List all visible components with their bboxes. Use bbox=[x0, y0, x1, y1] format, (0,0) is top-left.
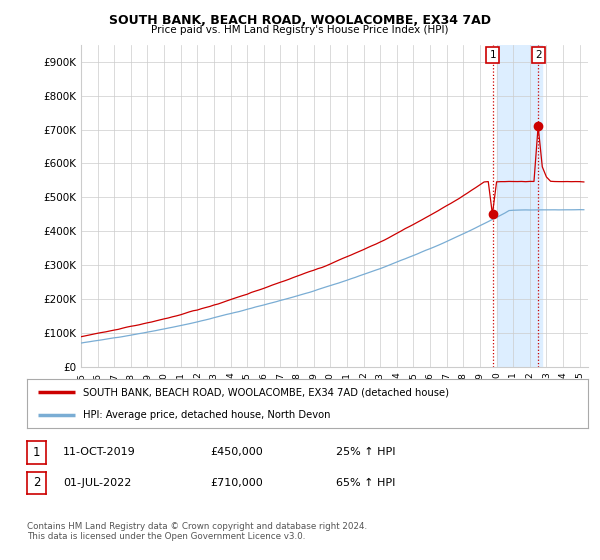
Text: £710,000: £710,000 bbox=[210, 478, 263, 488]
Text: SOUTH BANK, BEACH ROAD, WOOLACOMBE, EX34 7AD: SOUTH BANK, BEACH ROAD, WOOLACOMBE, EX34… bbox=[109, 14, 491, 27]
Text: £450,000: £450,000 bbox=[210, 447, 263, 458]
Text: 01-JUL-2022: 01-JUL-2022 bbox=[63, 478, 131, 488]
Text: Price paid vs. HM Land Registry's House Price Index (HPI): Price paid vs. HM Land Registry's House … bbox=[151, 25, 449, 35]
Text: 25% ↑ HPI: 25% ↑ HPI bbox=[336, 447, 395, 458]
Text: HPI: Average price, detached house, North Devon: HPI: Average price, detached house, Nort… bbox=[83, 410, 331, 420]
Bar bbox=[497, 45, 542, 367]
Text: 2: 2 bbox=[535, 50, 541, 60]
Text: 1: 1 bbox=[33, 446, 40, 459]
Text: SOUTH BANK, BEACH ROAD, WOOLACOMBE, EX34 7AD (detached house): SOUTH BANK, BEACH ROAD, WOOLACOMBE, EX34… bbox=[83, 388, 449, 398]
Text: 11-OCT-2019: 11-OCT-2019 bbox=[63, 447, 136, 458]
Text: Contains HM Land Registry data © Crown copyright and database right 2024.
This d: Contains HM Land Registry data © Crown c… bbox=[27, 522, 367, 542]
Text: 2: 2 bbox=[33, 476, 40, 489]
Text: 65% ↑ HPI: 65% ↑ HPI bbox=[336, 478, 395, 488]
Text: 1: 1 bbox=[490, 50, 496, 60]
